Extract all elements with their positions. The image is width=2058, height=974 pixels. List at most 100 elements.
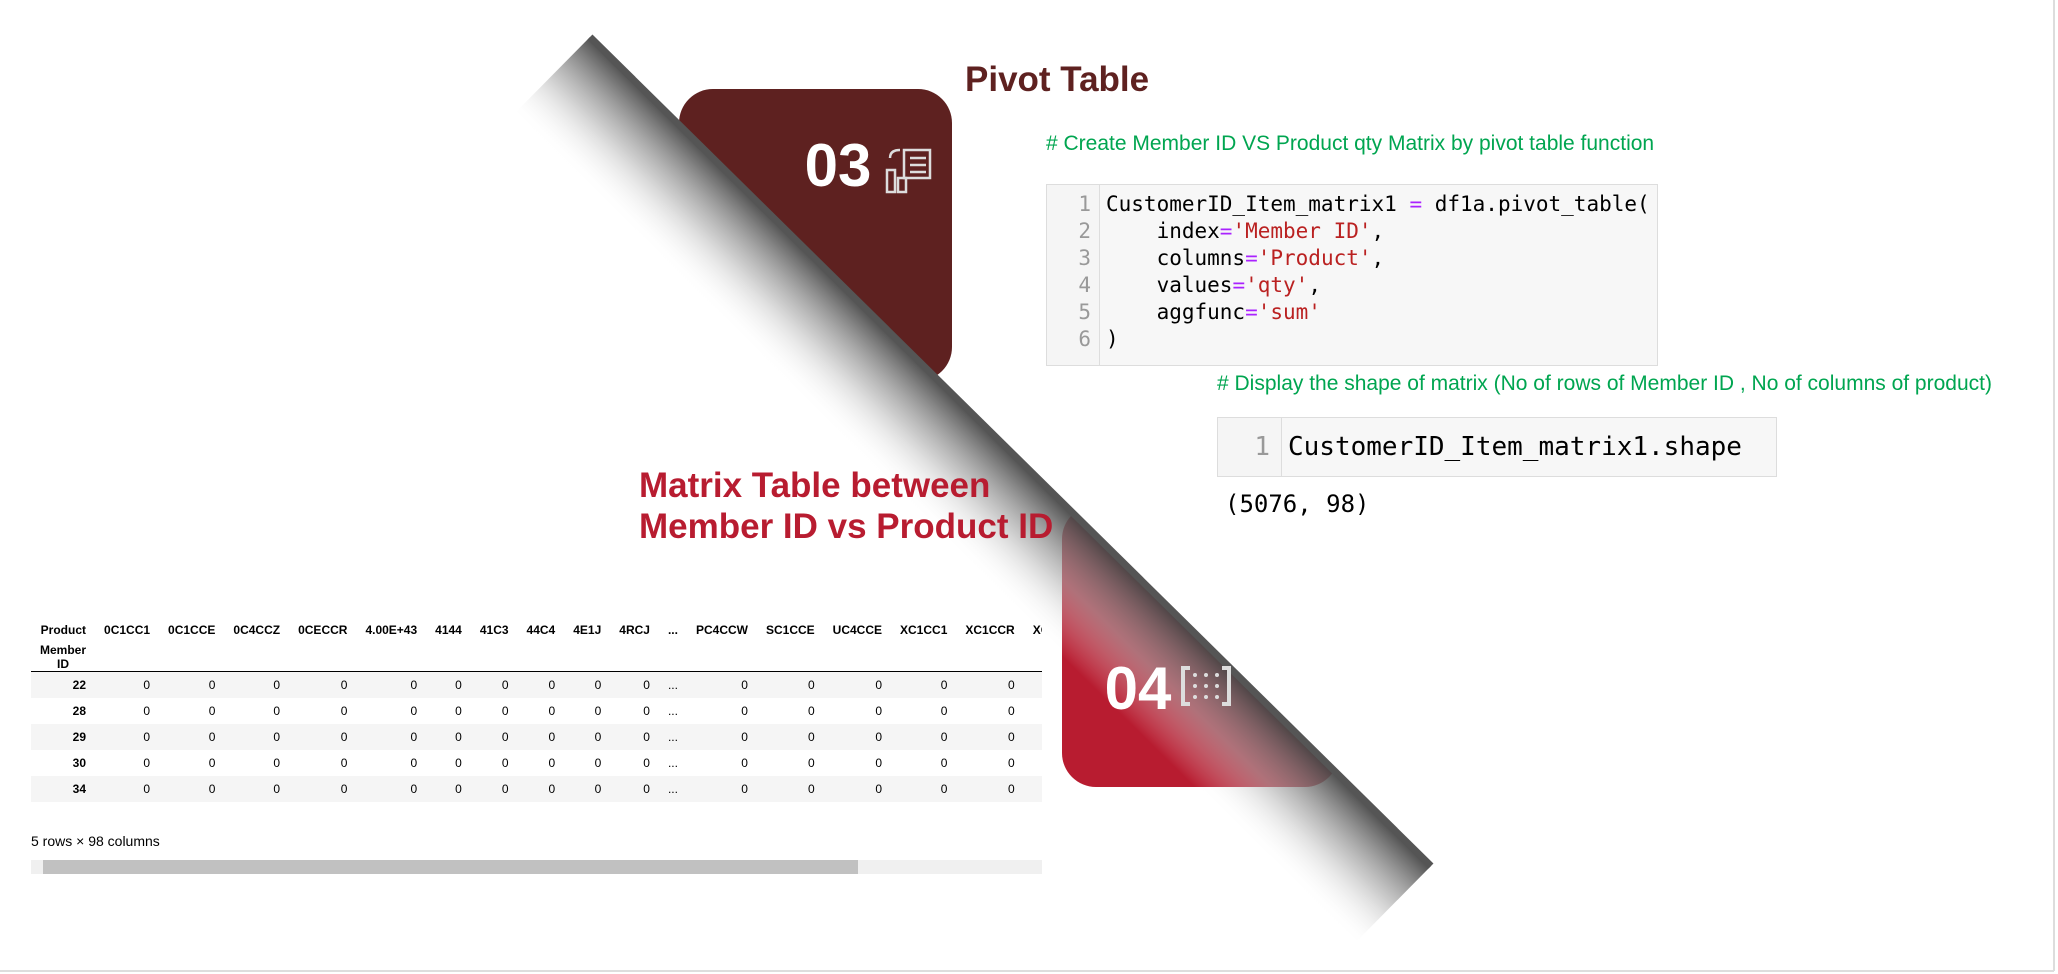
cell: 0: [741, 782, 748, 796]
cell: 0: [455, 704, 462, 718]
cell: 0: [1024, 724, 1042, 750]
row-index: 29: [72, 730, 87, 744]
cell: 0: [875, 730, 883, 744]
cell: 0: [741, 730, 748, 744]
cell: 0: [875, 678, 883, 692]
line-number: 6: [1078, 327, 1091, 351]
cell: 0: [548, 782, 556, 796]
badge-number: 03: [805, 132, 872, 199]
cell: 0: [594, 756, 602, 770]
empty-header: [517, 643, 565, 672]
cell: ...: [667, 704, 678, 718]
cell-output: (5076, 98): [1225, 490, 1370, 518]
code-token: ,: [1308, 273, 1321, 297]
cell: 0: [208, 756, 216, 770]
code-cell: 1 2 3 4 5 6 CustomerID_Item_matrix1 = df1a.pi…: [1046, 184, 1658, 366]
scrollbar-thumb[interactable]: [43, 860, 858, 874]
cell: 0: [807, 704, 815, 718]
cell: 0: [273, 756, 281, 770]
code-token: columns: [1106, 246, 1246, 270]
code-token: CustomerID_Item_matrix1: [1106, 192, 1410, 216]
code-comment: # Create Member ID VS Product qty Matrix…: [1046, 132, 1655, 155]
cell: 0: [741, 704, 748, 718]
fold-edge: [587, 34, 1434, 869]
empty-header: [95, 643, 160, 672]
matrix-icon: [1181, 666, 1231, 706]
cell: 0: [548, 704, 556, 718]
empty-header: [289, 643, 357, 672]
cell: 0: [940, 756, 948, 770]
code-comment: # Display the shape of matrix (No of row…: [1217, 372, 1992, 395]
code-line: aggfunc='sum': [1106, 299, 1657, 326]
empty-header: [686, 643, 757, 672]
cell: 0: [643, 756, 650, 770]
cell: 0: [1008, 730, 1015, 744]
code-token: ): [1106, 327, 1119, 351]
cell: 0: [548, 756, 556, 770]
cell: 0: [594, 782, 602, 796]
line-number: 4: [1078, 273, 1091, 297]
cell: 0: [340, 678, 348, 692]
column-header: XC1CC1: [900, 623, 948, 637]
code-token: 'sum': [1257, 300, 1321, 324]
cell: 0: [594, 730, 602, 744]
scrollbar[interactable]: [31, 860, 1042, 874]
empty-header: [470, 643, 518, 672]
cell: 0: [410, 782, 418, 796]
cell: 0: [208, 678, 216, 692]
line-numbers: 1: [1218, 418, 1282, 476]
subtitle: Matrix Table between Member ID vs Produc…: [639, 465, 1053, 547]
column-header: XC4CC4: [1032, 623, 1042, 637]
cell: 0: [643, 782, 650, 796]
code-token: 'qty': [1245, 273, 1309, 297]
cell: ...: [667, 730, 678, 744]
code-token: =: [1409, 192, 1423, 216]
cell: 0: [1024, 776, 1042, 802]
cell: 0: [340, 730, 348, 744]
code-token: index: [1106, 219, 1220, 243]
code-line: index='Member ID',: [1106, 218, 1657, 245]
empty-header: [658, 643, 687, 672]
pivot-icon: [885, 148, 932, 194]
cell: 0: [1024, 672, 1042, 699]
cell: 0: [594, 704, 602, 718]
line-number: 5: [1078, 300, 1091, 324]
cell: 0: [410, 678, 418, 692]
cell: 0: [807, 730, 815, 744]
cell: 0: [273, 704, 281, 718]
cell: ...: [667, 782, 678, 796]
cell: 0: [807, 678, 815, 692]
code-token: =: [1232, 273, 1246, 297]
cell: 0: [410, 704, 418, 718]
cell: 0: [501, 678, 509, 692]
row-index: 28: [72, 704, 87, 718]
cell: 0: [807, 782, 815, 796]
cell: 0: [594, 678, 602, 692]
cell: 0: [940, 730, 948, 744]
cell: 0: [455, 782, 462, 796]
cell: 0: [1008, 756, 1015, 770]
cell: 0: [940, 678, 948, 692]
cell: 0: [143, 730, 151, 744]
header-row: Product 0C1CC1 0C1CCE 0C4CCZ 0CECCR 4.00E+43 4…: [31, 617, 1042, 643]
columns-name: Product: [40, 623, 87, 637]
cell: 0: [875, 756, 883, 770]
column-header: 4RCJ: [619, 623, 650, 637]
empty-header: [891, 643, 957, 672]
cell: 0: [741, 678, 748, 692]
cell: 0: [273, 730, 281, 744]
code-token: =: [1245, 246, 1258, 270]
cell: 0: [643, 704, 650, 718]
cell: 0: [340, 756, 348, 770]
cell: 0: [1024, 698, 1042, 724]
column-header: 41C3: [479, 623, 509, 637]
column-header: 0CECCR: [298, 623, 348, 637]
cell: 0: [143, 756, 151, 770]
code-token: ,: [1371, 246, 1385, 270]
